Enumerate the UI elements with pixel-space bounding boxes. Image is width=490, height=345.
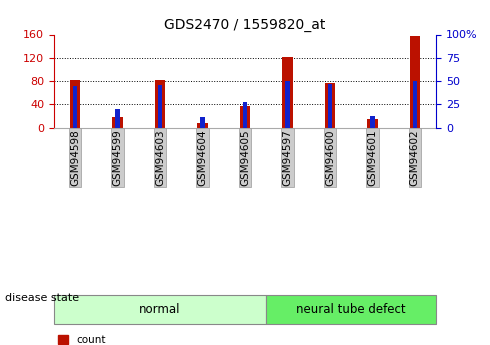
Bar (116, 109, 120, 128)
Text: GSM94600: GSM94600 (325, 129, 335, 186)
Bar (70, 80, 80, 128)
Text: GSM94598: GSM94598 (70, 129, 80, 186)
Legend: count, percentile rank within the sample: count, percentile rank within the sample (54, 331, 256, 345)
Text: normal: normal (139, 303, 181, 316)
Text: GSM94604: GSM94604 (197, 129, 208, 186)
Bar (243, 102, 247, 128)
Bar (73, 86, 77, 128)
Bar (324, 83, 335, 128)
Text: disease state: disease state (5, 294, 79, 304)
Text: GSM94601: GSM94601 (368, 129, 377, 186)
Bar (112, 117, 123, 128)
Bar (240, 106, 250, 128)
Text: GSM94605: GSM94605 (240, 129, 250, 186)
Bar (155, 80, 165, 128)
Bar (370, 117, 374, 128)
Bar (413, 81, 417, 128)
Text: GSM94602: GSM94602 (410, 129, 420, 186)
Bar (158, 85, 162, 128)
Text: GSM94599: GSM94599 (113, 129, 122, 186)
Text: GSM94603: GSM94603 (155, 129, 165, 186)
Bar (197, 123, 208, 128)
Text: GSM94597: GSM94597 (282, 129, 293, 186)
Bar (410, 36, 420, 128)
Bar (282, 57, 293, 128)
Bar (328, 84, 332, 128)
Title: GDS2470 / 1559820_at: GDS2470 / 1559820_at (164, 18, 326, 32)
Text: neural tube defect: neural tube defect (296, 303, 406, 316)
Bar (285, 81, 290, 128)
Bar (367, 119, 378, 128)
Bar (200, 117, 205, 128)
